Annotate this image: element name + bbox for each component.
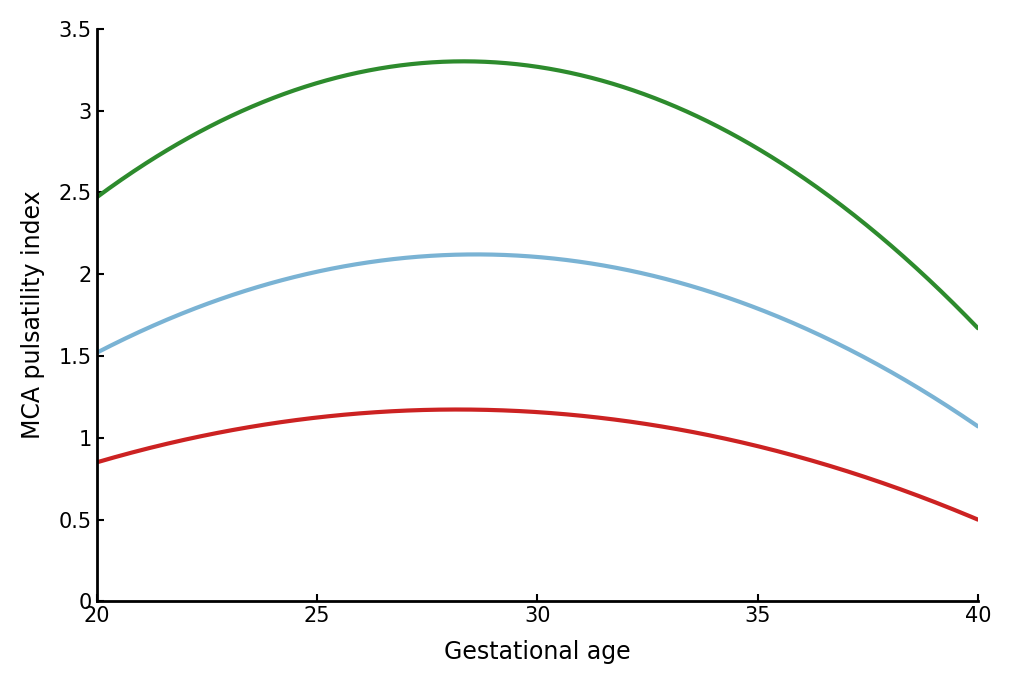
Y-axis label: MCA pulsatility index: MCA pulsatility index (21, 191, 44, 440)
X-axis label: Gestational age: Gestational age (444, 640, 630, 664)
